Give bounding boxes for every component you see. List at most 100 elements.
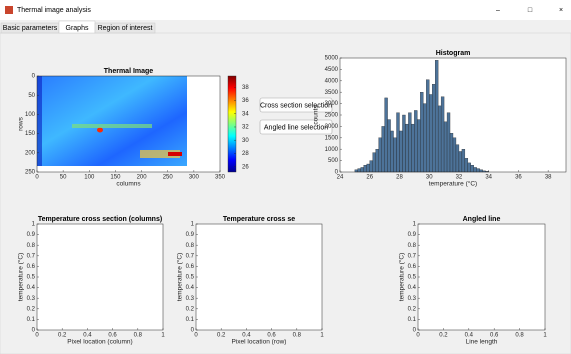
window-title: Thermal image analysis <box>17 7 91 14</box>
y-axis-label: temperature (°C) <box>398 253 406 301</box>
histogram-bar <box>370 161 373 172</box>
y-tick-label: 0.1 <box>408 317 417 323</box>
y-tick-label: 0.8 <box>27 243 36 249</box>
y-tick-label: 0.5 <box>408 275 417 281</box>
histogram-bar <box>468 163 471 172</box>
histogram-bar <box>465 158 468 172</box>
y-tick-label: 2000 <box>325 124 339 130</box>
histogram-bar <box>411 124 414 172</box>
y-tick-label: 0.3 <box>408 296 417 302</box>
colorbar-tick-label: 32 <box>242 125 249 131</box>
x-tick-label: 36 <box>515 175 522 181</box>
histogram-bar <box>438 106 441 172</box>
x-axis-label: Pixel location (row) <box>232 339 287 346</box>
tab-label[interactable]: Region of interest <box>98 25 153 32</box>
y-tick-label: 0.9 <box>27 232 36 238</box>
x-tick-label: 30 <box>426 175 433 181</box>
y-tick-label: 0.4 <box>408 285 417 291</box>
x-tick-label: 350 <box>215 175 226 181</box>
y-tick-label: 250 <box>25 170 36 176</box>
chart-title: Histogram <box>436 50 471 57</box>
y-tick-label: 4500 <box>325 67 339 73</box>
y-tick-label: 0.7 <box>27 253 36 259</box>
y-tick-label: 200 <box>25 150 36 156</box>
chart-title: Angled line <box>463 216 501 223</box>
colorbar-tick-label: 36 <box>242 98 249 104</box>
warm-band <box>72 124 152 128</box>
colorbar-tick-label: 28 <box>242 151 249 157</box>
x-tick-label: 0.4 <box>83 333 92 339</box>
x-tick-label: 0.8 <box>134 333 143 339</box>
chart-title: Thermal Image <box>104 68 154 75</box>
x-tick-label: 0.6 <box>490 333 499 339</box>
y-axis-label: temperature (°C) <box>176 253 184 301</box>
y-axis-label: temperature (°C) <box>17 253 25 301</box>
y-tick-label: 0.2 <box>27 306 36 312</box>
plot-area <box>37 224 163 330</box>
y-tick-label: 0.7 <box>408 253 417 259</box>
y-tick-label: 0.2 <box>186 306 195 312</box>
histogram-bar <box>373 153 376 172</box>
y-tick-label: 500 <box>328 158 339 164</box>
chart-title: Temperature cross se <box>223 216 295 223</box>
histogram-bar <box>432 84 435 172</box>
histogram-bar <box>453 138 456 172</box>
y-tick-label: 0.1 <box>27 317 36 323</box>
histogram-bar <box>450 133 453 172</box>
histogram-bar <box>385 98 388 172</box>
histogram-bar <box>397 113 400 172</box>
y-tick-label: 0.2 <box>408 306 417 312</box>
x-tick-label: 50 <box>60 175 67 181</box>
y-tick-label: 0.6 <box>408 264 417 270</box>
button-label[interactable]: Cross section selection <box>260 102 332 109</box>
x-axis-label: temperature (°C) <box>429 180 477 188</box>
histogram-bar <box>480 170 483 172</box>
histogram-bar <box>474 167 477 172</box>
y-tick-label: 0.6 <box>27 264 36 270</box>
y-tick-label: 0.4 <box>186 285 195 291</box>
histogram-bar <box>367 164 370 172</box>
hot-edge <box>168 152 182 156</box>
y-tick-label: 3000 <box>325 101 339 107</box>
tab-label[interactable]: Basic parameters <box>3 25 58 32</box>
y-tick-label: 5000 <box>325 56 339 62</box>
y-tick-label: 0.4 <box>27 285 36 291</box>
histogram-bar <box>402 115 405 172</box>
y-tick-label: 0.9 <box>408 232 417 238</box>
tab-strip: Basic parameters Graphs Region of interest <box>1 21 155 33</box>
y-tick-label: 4000 <box>325 78 339 84</box>
y-tick-label: 0.3 <box>27 296 36 302</box>
y-tick-label: 100 <box>25 112 36 118</box>
tab-label[interactable]: Graphs <box>66 25 89 32</box>
page: Thermal image analysis – □ × Basic param… <box>0 0 571 354</box>
x-tick-label: 0.2 <box>439 333 448 339</box>
histogram-bar <box>361 167 364 172</box>
histogram-bar <box>391 131 394 172</box>
x-tick-label: 26 <box>366 175 373 181</box>
x-tick-label: 34 <box>485 175 492 181</box>
y-tick-label: 50 <box>28 93 35 99</box>
x-axis-label: Line length <box>466 339 498 346</box>
x-tick-label: 0.2 <box>58 333 67 339</box>
histogram-bar <box>355 170 358 172</box>
x-tick-label: 200 <box>137 175 148 181</box>
y-tick-label: 0.1 <box>186 317 195 323</box>
histogram-bar <box>426 80 429 172</box>
histogram-bar <box>417 120 420 172</box>
colorbar-tick-label: 26 <box>242 164 249 170</box>
histogram-bar <box>388 120 391 172</box>
y-axis-label: rows <box>18 116 25 130</box>
y-tick-label: 0.8 <box>186 243 195 249</box>
histogram-bar <box>364 165 367 172</box>
x-tick-label: 0.6 <box>267 333 276 339</box>
histogram-bar <box>462 149 465 172</box>
close[interactable]: × <box>559 7 563 14</box>
histogram-bar <box>471 165 474 172</box>
minimize[interactable]: – <box>496 7 500 14</box>
x-tick-label: 0.6 <box>108 333 117 339</box>
histogram-bar <box>394 138 397 172</box>
histogram-bar <box>429 94 432 172</box>
y-tick-label: 0.5 <box>186 275 195 281</box>
hot-spot <box>97 128 103 133</box>
histogram-bar <box>405 124 408 172</box>
